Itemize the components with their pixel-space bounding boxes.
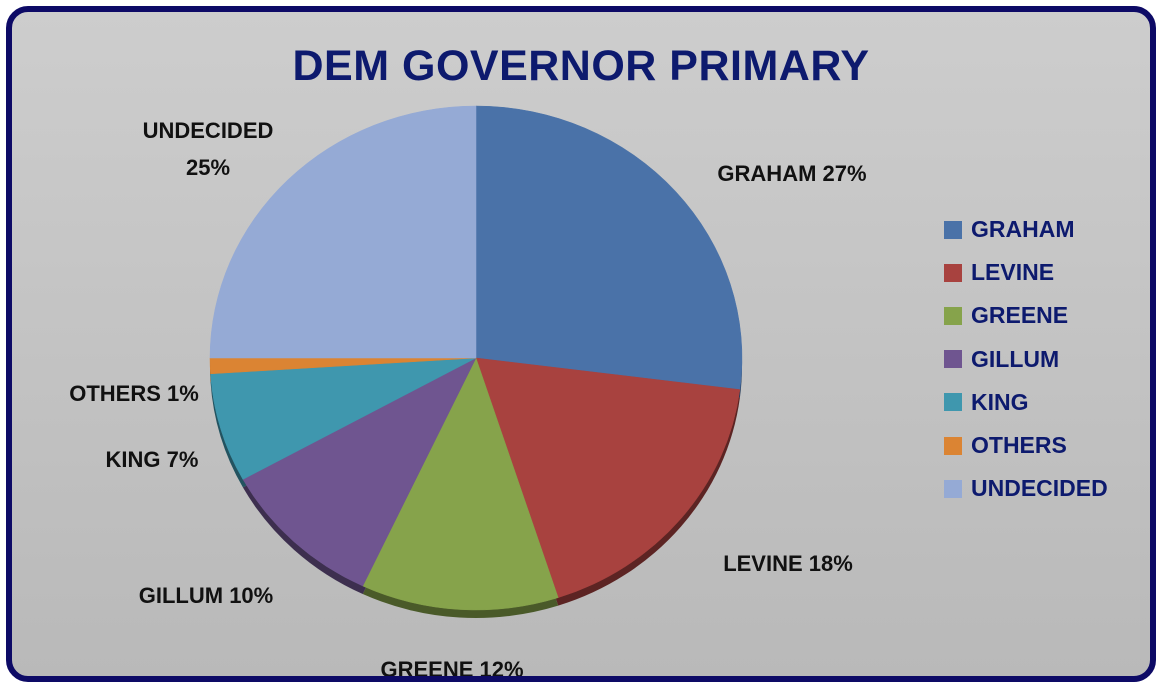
pie-slice-gillum xyxy=(242,357,477,587)
legend-item-undecided: UNDECIDED xyxy=(944,467,1108,510)
legend-swatch xyxy=(944,393,962,412)
legend-label: LEVINE xyxy=(971,259,1055,286)
legend-label: GILLUM xyxy=(971,345,1060,372)
legend-item-king: KING xyxy=(944,381,1108,424)
legend-label: GREENE xyxy=(971,302,1069,329)
pie-data-labels: GRAHAM 27% LEVINE 18% GREENE 12% GILLUM 10%… xyxy=(69,118,866,676)
pie-slice-graham xyxy=(475,105,743,390)
data-label-undecided: UNDECIDED 25% xyxy=(143,118,274,180)
chart-title: DEM GOVERNOR PRIMARY xyxy=(292,42,870,90)
legend-item-others: OTHERS xyxy=(944,424,1108,467)
legend-swatch xyxy=(944,306,962,325)
legend-swatch xyxy=(944,263,962,282)
legend-label: KING xyxy=(971,388,1029,415)
legend-label: UNDECIDED xyxy=(971,475,1108,502)
data-label-graham: GRAHAM 27% xyxy=(717,161,866,186)
legend-swatch xyxy=(944,436,962,455)
legend-swatch xyxy=(944,220,962,239)
data-label-greene: GREENE 12% xyxy=(380,657,523,676)
pie-slice-king xyxy=(210,357,477,480)
legend-swatch xyxy=(944,350,962,369)
pie-slice-greene xyxy=(362,357,559,611)
chart-legend: GRAHAM LEVINE GREENE GILLUM KING OTHERS UNDECI… xyxy=(944,208,1108,510)
legend-item-greene: GREENE xyxy=(944,294,1108,337)
pie-slice-undecided xyxy=(209,105,477,359)
chart-frame: DEM GOVERNOR PRIMARY GRAHAM 27% LEVINE 18… xyxy=(6,6,1156,682)
legend-item-gillum: GILLUM xyxy=(944,338,1108,381)
data-label-gillum: GILLUM 10% xyxy=(139,583,273,608)
pie-chart: GRAHAM 27% LEVINE 18% GREENE 12% GILLUM 10%… xyxy=(69,105,867,676)
legend-swatch xyxy=(944,479,962,498)
legend-item-levine: LEVINE xyxy=(944,251,1108,294)
pie-slice-levine xyxy=(475,357,741,598)
pie-slices xyxy=(209,105,743,618)
data-label-levine: LEVINE 18% xyxy=(723,551,853,576)
legend-item-graham: GRAHAM xyxy=(944,208,1108,251)
legend-label: OTHERS xyxy=(971,432,1067,459)
data-label-others: OTHERS 1% xyxy=(69,381,199,406)
data-label-king: KING 7% xyxy=(106,447,199,472)
legend-label: GRAHAM xyxy=(971,216,1075,243)
